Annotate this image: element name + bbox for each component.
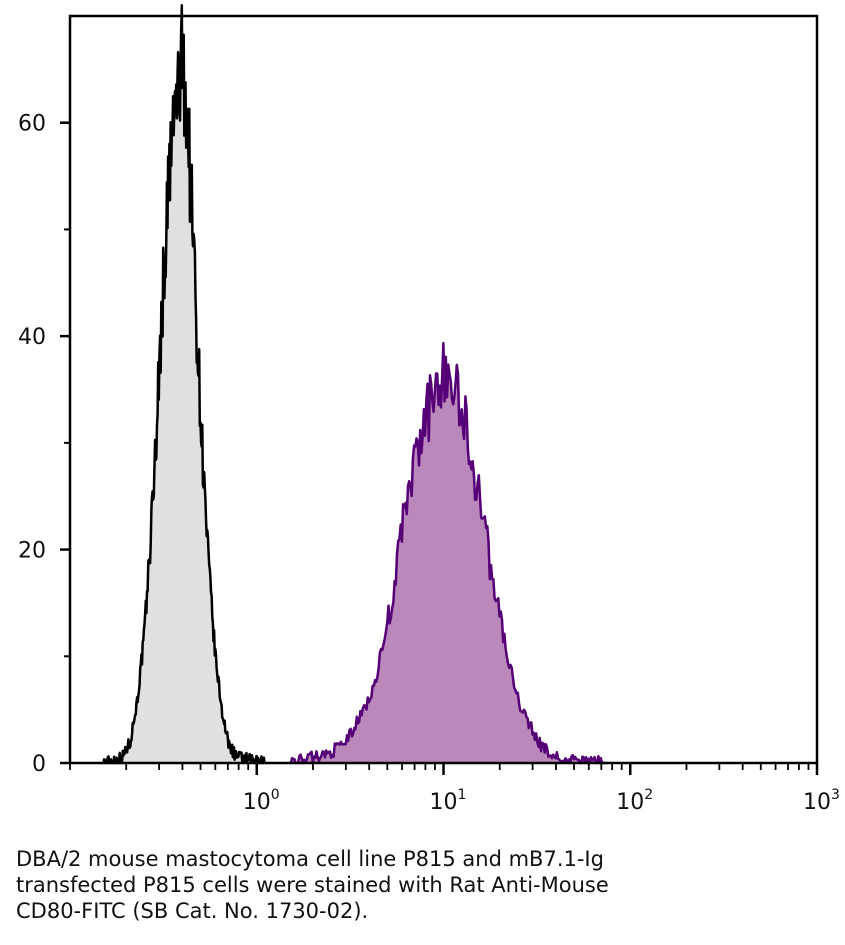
series-1-area xyxy=(289,343,607,763)
y-tick-label: 20 xyxy=(18,539,46,564)
caption-line-3: CD80-FITC (SB Cat. No. 1730-02). xyxy=(16,899,369,923)
y-tick-label: 40 xyxy=(18,325,46,350)
axis-layer: 0 20 40 60 100 101 102 103 xyxy=(18,112,840,815)
x-tick-label: 101 xyxy=(430,787,467,815)
y-tick-label: 0 xyxy=(32,752,46,777)
x-tick-label: 103 xyxy=(803,787,840,815)
histogram-chart: 0 20 40 60 100 101 102 103 xyxy=(18,4,840,815)
y-tick-label: 60 xyxy=(18,112,46,137)
x-tick-label: 100 xyxy=(243,787,280,815)
series-0-line xyxy=(102,4,266,765)
series-1-line xyxy=(289,341,607,765)
caption-line-2: transfected P815 cells were stained with… xyxy=(16,873,609,897)
caption-line-1: DBA/2 mouse mastocytoma cell line P815 a… xyxy=(16,847,604,871)
x-tick-label: 102 xyxy=(616,787,653,815)
series-layer xyxy=(102,4,607,765)
figure-caption: DBA/2 mouse mastocytoma cell line P815 a… xyxy=(16,846,796,924)
series-0-area xyxy=(102,5,265,764)
